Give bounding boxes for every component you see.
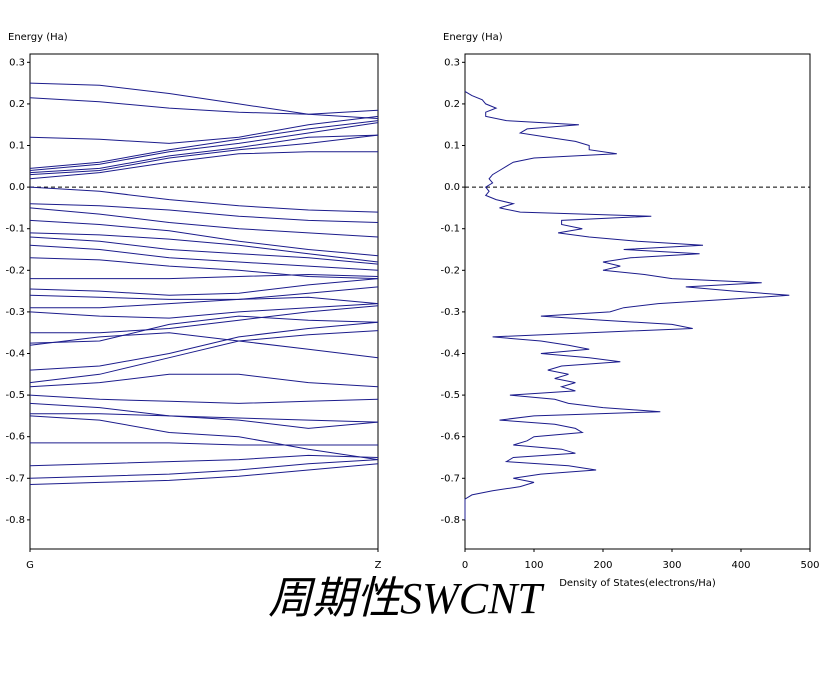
band-line (29, 122, 379, 171)
y-tick-label: 0.0 (444, 182, 460, 193)
band-line (29, 303, 379, 319)
band-line (29, 134, 379, 174)
y-tick-label: -0.7 (5, 473, 25, 484)
x-tick-label: 200 (593, 560, 612, 571)
y-tick-label: -0.8 (5, 515, 25, 526)
band-line (29, 207, 379, 238)
y-tick-label: 0.0 (9, 182, 25, 193)
y-tick-label: 0.1 (9, 141, 25, 152)
band-line (29, 151, 378, 180)
y-tick-label: -0.1 (5, 224, 25, 235)
y-tick-label: -0.1 (440, 224, 460, 235)
x-tick-label: 400 (731, 560, 750, 571)
band-line (29, 82, 379, 119)
band-line (29, 203, 379, 223)
y-tick-label: -0.6 (5, 432, 25, 443)
band-line (29, 402, 379, 429)
y-tick-label: 0.2 (444, 99, 460, 110)
x-tick-label: 500 (800, 560, 819, 571)
band-line (29, 394, 379, 404)
band-line (29, 134, 379, 176)
y-tick-label: -0.5 (5, 390, 25, 401)
band-line (30, 296, 379, 309)
x-tick-label: 0 (462, 560, 468, 571)
band-line (29, 315, 379, 344)
band-line (29, 321, 379, 371)
y-tick-label: -0.5 (440, 390, 460, 401)
y-tick-label: 0.1 (444, 141, 460, 152)
band-line (29, 115, 379, 144)
x-axis-title: Density of States(electrons/Ha) (559, 578, 716, 589)
band-line (29, 463, 379, 485)
band-line (29, 244, 379, 271)
plot-frame (464, 53, 811, 550)
y-tick-label: 0.3 (444, 57, 460, 68)
y-tick-label: -0.4 (5, 348, 25, 359)
band-line (29, 257, 379, 280)
y-tick-label: -0.3 (440, 307, 460, 318)
dos-curve (464, 90, 790, 520)
band-line (29, 236, 379, 265)
band-line (29, 332, 379, 359)
y-tick-label: -0.2 (5, 265, 25, 276)
y-tick-label: 0.3 (9, 57, 25, 68)
y-tick-label: -0.7 (440, 473, 460, 484)
y-tick-label: -0.2 (440, 265, 460, 276)
band-line (29, 454, 379, 467)
plot-frame (29, 53, 379, 550)
band-line (30, 305, 379, 334)
y-tick-label: 0.2 (9, 99, 25, 110)
band-line (30, 273, 379, 280)
x-tick-label: 300 (662, 560, 681, 571)
y-tick-label: -0.8 (440, 515, 460, 526)
band-line (29, 459, 379, 479)
x-tick-label: Z (375, 560, 382, 571)
band-line (29, 278, 379, 296)
band-line (29, 415, 379, 461)
band-line (29, 232, 379, 263)
band-line (29, 373, 379, 388)
band-line (30, 442, 378, 446)
band-line (29, 219, 379, 257)
band-line (29, 186, 379, 213)
band-line (30, 413, 379, 423)
band-line (29, 97, 379, 115)
y-tick-label: -0.3 (5, 307, 25, 318)
band-line (29, 286, 379, 300)
band-line (29, 330, 379, 384)
band-line (29, 120, 379, 169)
y-axis-title: Energy (Ha) (8, 32, 68, 43)
y-axis-title: Energy (Ha) (443, 32, 503, 43)
y-tick-label: -0.4 (440, 348, 460, 359)
x-tick-label: 100 (524, 560, 543, 571)
caption: 周期性SWCNT (268, 574, 545, 623)
y-tick-label: -0.6 (440, 432, 460, 443)
x-tick-label: G (26, 560, 34, 571)
